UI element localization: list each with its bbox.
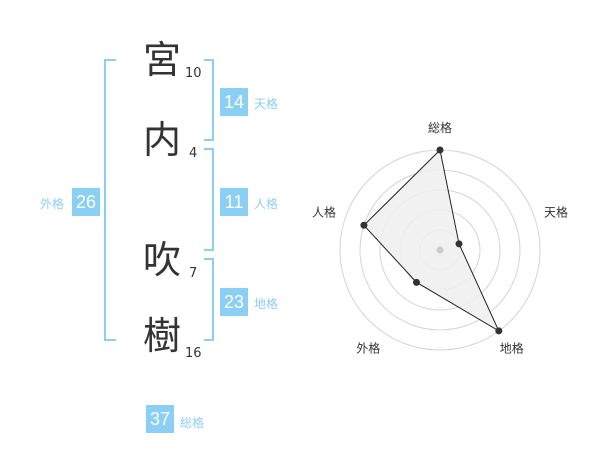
radar-axis-label: 天格 xyxy=(544,204,568,219)
jinkaku-bracket xyxy=(204,148,214,251)
chikaku-bracket xyxy=(204,258,214,341)
radar-point xyxy=(495,327,503,335)
radar-point xyxy=(360,221,368,229)
soukaku-label: 総格 xyxy=(180,416,205,430)
gaikaku-label: 外格 xyxy=(40,197,65,211)
gaikaku-bracket xyxy=(104,59,116,341)
tenkaku-bracket xyxy=(204,59,214,141)
name-char-2: 内 xyxy=(143,118,182,162)
name-char-3: 吹 xyxy=(143,238,182,282)
radar-axis-label: 人格 xyxy=(312,204,336,219)
radar-point xyxy=(412,278,420,286)
stroke-count-4: 16 xyxy=(185,346,202,361)
radar-point xyxy=(436,146,444,154)
chikaku-value: 23 xyxy=(220,288,248,316)
stroke-count-2: 4 xyxy=(189,146,198,161)
jinkaku-label: 人格 xyxy=(254,197,279,211)
tenkaku-value: 14 xyxy=(220,88,248,116)
radar-point xyxy=(455,240,463,248)
radar-area xyxy=(363,148,500,333)
name-char-1: 宮 xyxy=(143,38,182,82)
radar-axis-label: 総格 xyxy=(428,120,452,135)
jinkaku-value: 11 xyxy=(220,188,248,216)
gaikaku-value: 26 xyxy=(72,188,100,216)
radar-axis-label: 外格 xyxy=(356,341,380,356)
stroke-count-3: 7 xyxy=(189,266,198,281)
radar-axis-label: 地格 xyxy=(500,341,524,356)
chikaku-label: 地格 xyxy=(254,297,279,311)
soukaku-value: 37 xyxy=(146,405,174,433)
stroke-count-1: 10 xyxy=(185,66,202,81)
tenkaku-label: 天格 xyxy=(254,97,279,111)
radar-center xyxy=(436,246,444,254)
name-char-4: 樹 xyxy=(143,314,182,358)
